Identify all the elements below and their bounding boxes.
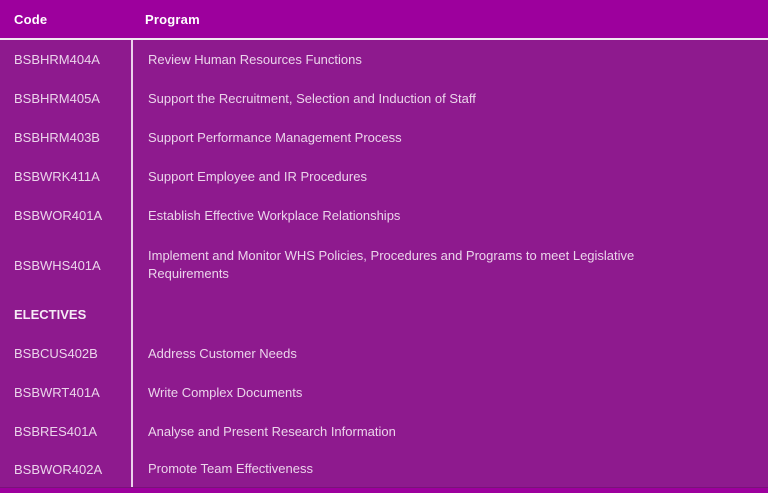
program-cell: Write Complex Documents [131,373,768,412]
table-row: BSBHRM405A Support the Recruitment, Selec… [0,79,768,118]
program-cell: Establish Effective Workplace Relationsh… [131,196,768,235]
table-row: BSBWRK411A Support Employee and IR Proced… [0,157,768,196]
table-row: BSBWOR401A Establish Effective Workplace … [0,196,768,235]
program-cell: Review Human Resources Functions [131,40,768,79]
table-row: BSBHRM403B Support Performance Management… [0,118,768,157]
table-row: BSBWHS401A Implement and Monitor WHS Poli… [0,235,768,295]
code-cell: BSBHRM405A [14,91,100,106]
column-header-program: Program [145,11,200,27]
code-cell: ELECTIVES [14,307,87,322]
table-body: BSBHRM404A Review Human Resources Functio… [0,40,768,487]
program-cell: Support Employee and IR Procedures [131,157,768,196]
code-cell: BSBWRK411A [14,169,100,184]
program-cell [131,295,768,334]
program-cell: Address Customer Needs [131,334,768,373]
table-row: BSBHRM404A Review Human Resources Functio… [0,40,768,79]
code-cell: BSBHRM404A [14,52,100,67]
section-heading-row: ELECTIVES [0,295,768,334]
code-cell: BSBWOR401A [14,208,103,223]
column-header-code: Code [14,11,48,27]
table-header-row: Code Program [0,0,768,40]
program-cell: Promote Team Effectiveness [131,451,768,487]
code-cell: BSBWOR402A [14,461,103,477]
code-cell: BSBHRM403B [14,130,100,145]
code-cell: BSBRES401A [14,424,98,439]
code-cell: BSBCUS402B [14,346,98,361]
code-cell: BSBWHS401A [14,257,101,273]
next-section-header-strip [0,487,768,493]
table-row: BSBWRT401A Write Complex Documents [0,373,768,412]
table-row: BSBWOR402A Promote Team Effectiveness [0,451,768,487]
program-cell: Analyse and Present Research Information [131,412,768,451]
table-row: BSBCUS402B Address Customer Needs [0,334,768,373]
table-row: BSBRES401A Analyse and Present Research I… [0,412,768,451]
code-cell: BSBWRT401A [14,385,100,400]
program-cell: Support Performance Management Process [131,118,768,157]
program-cell: Support the Recruitment, Selection and I… [131,79,768,118]
program-cell: Implement and Monitor WHS Policies, Proc… [131,235,768,295]
